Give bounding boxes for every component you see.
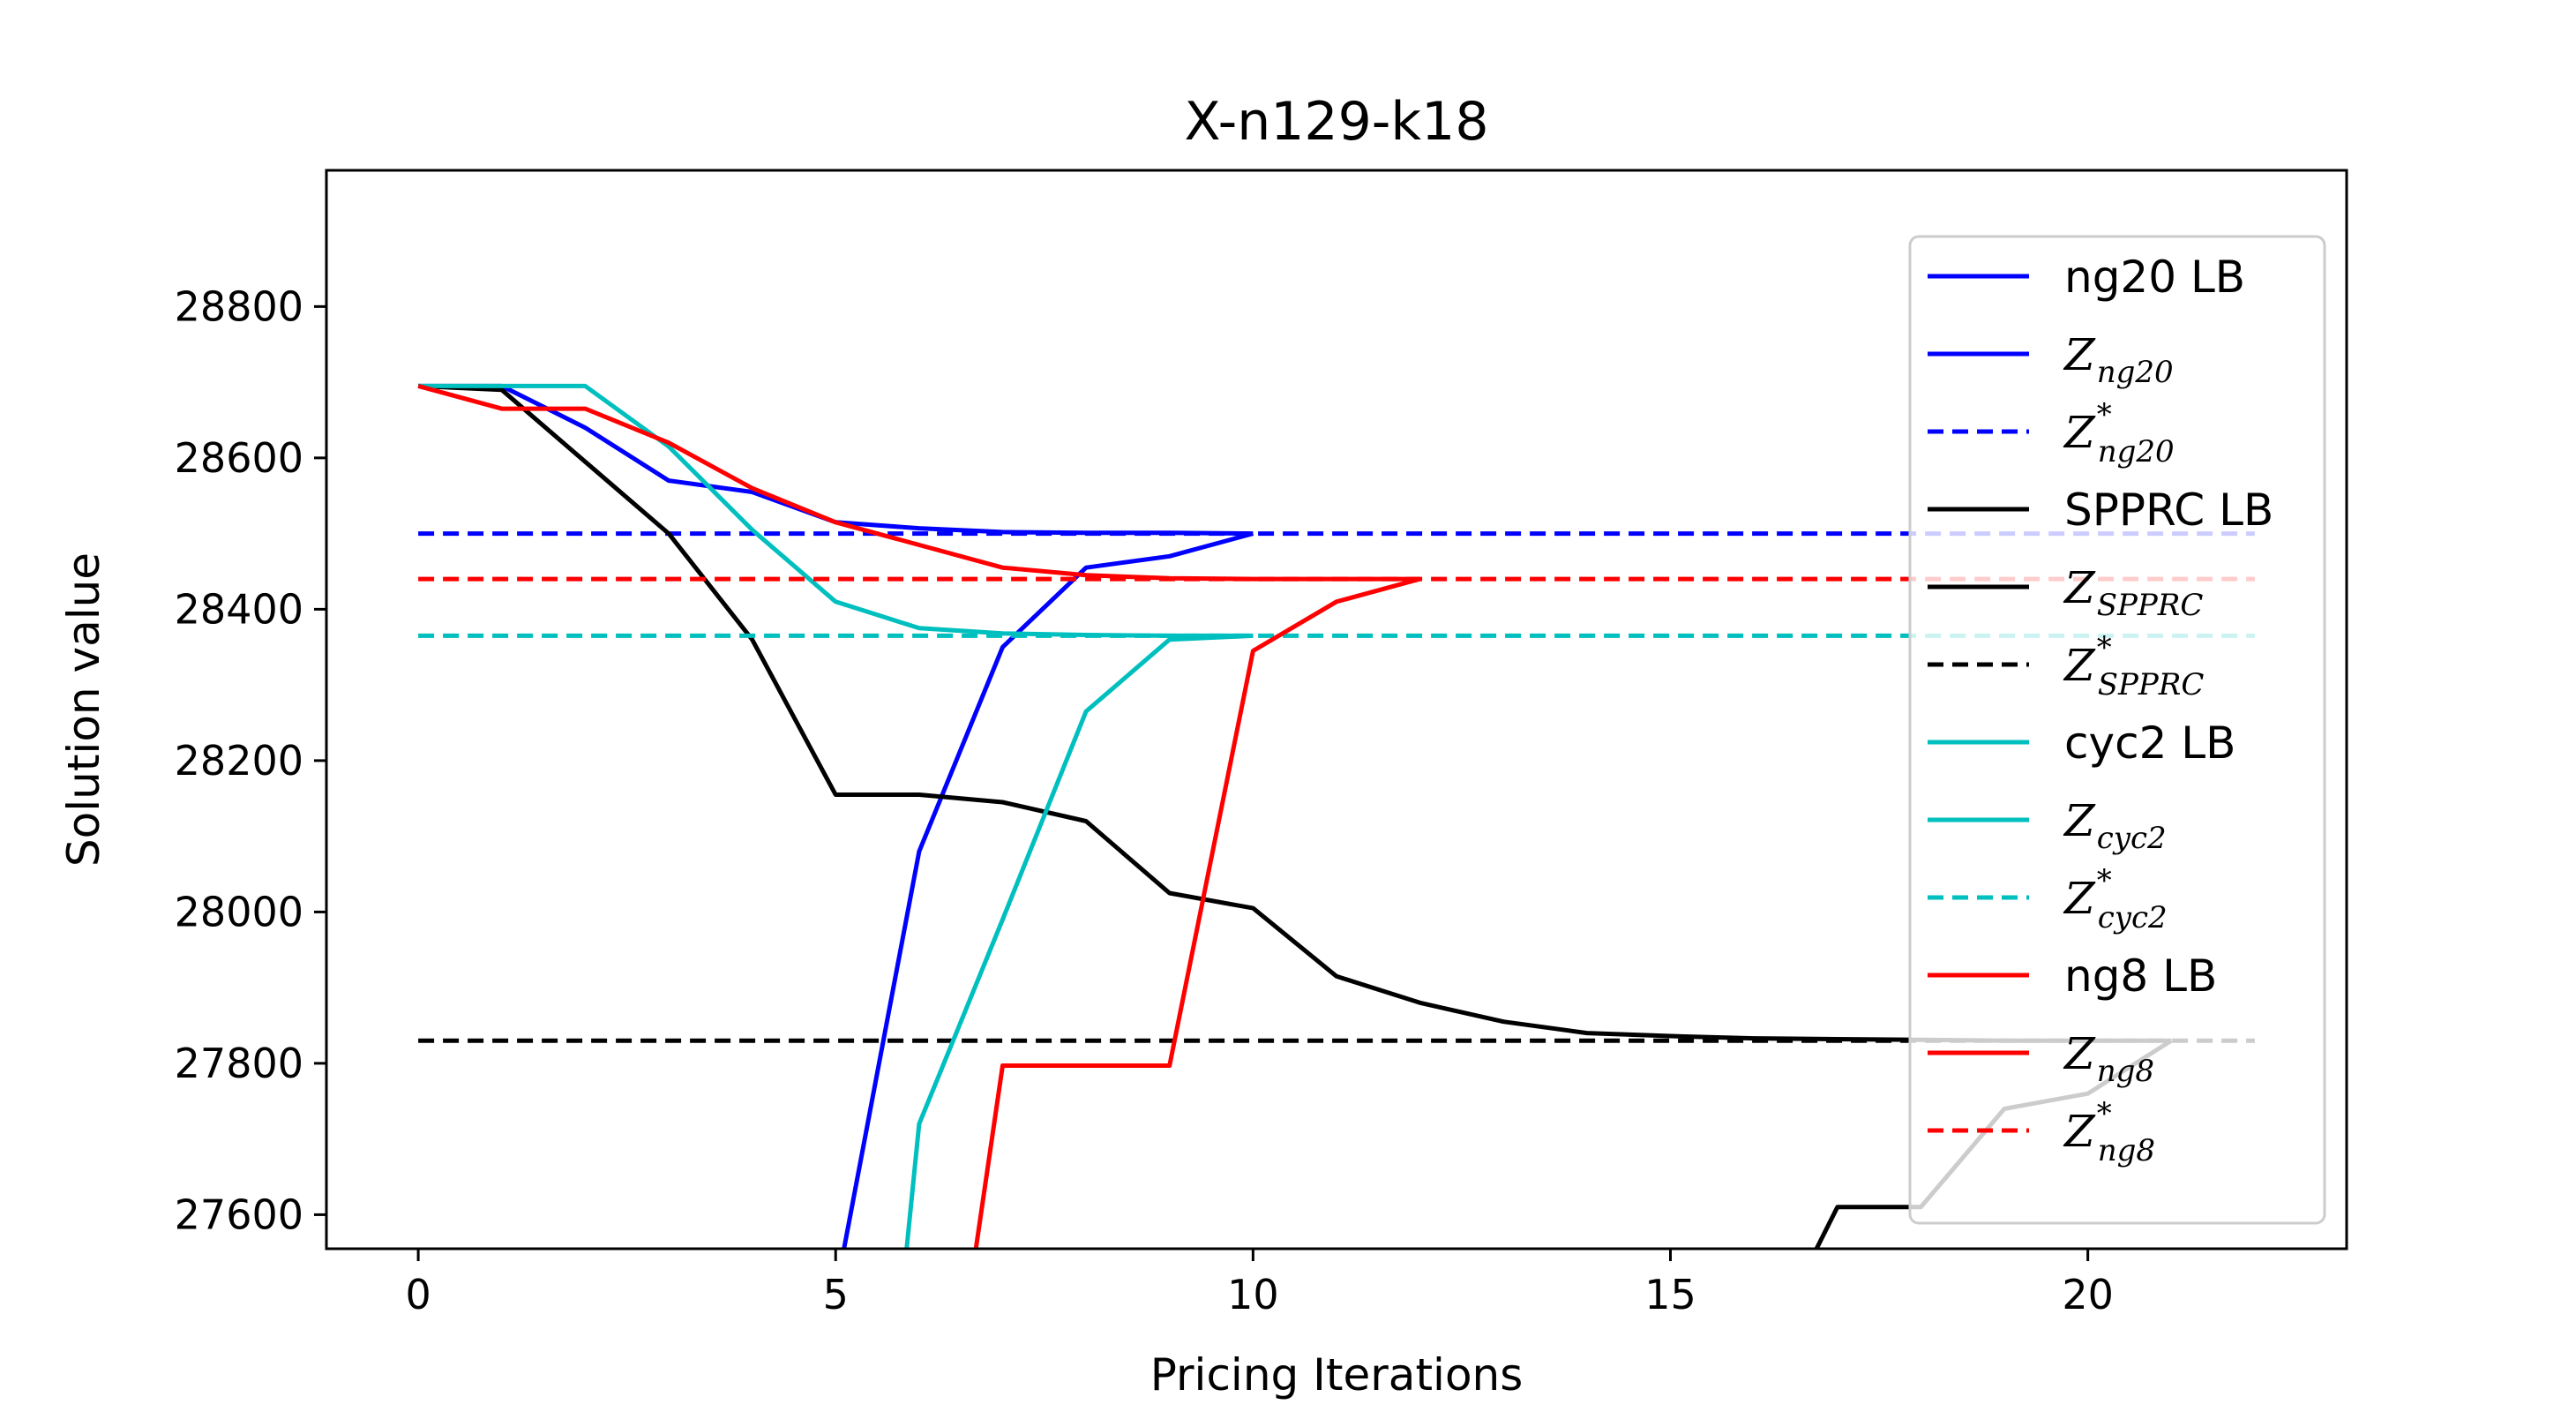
x-tick-label: 10	[1227, 1271, 1279, 1318]
legend-label-base: Z	[2063, 795, 2096, 846]
y-tick-label: 27800	[175, 1040, 303, 1087]
legend-label-sub: cyc2	[2098, 900, 2168, 935]
legend-label-base: SPPRC LB	[2064, 484, 2273, 536]
legend-label: SPPRC LB	[2064, 484, 2273, 536]
legend-label-sub: SPPRC	[2097, 588, 2204, 623]
legend-label-base: Z	[2063, 329, 2096, 380]
legend-label: Zcyc2	[2063, 795, 2167, 856]
legend-label-sub: ng20	[2097, 355, 2174, 390]
legend-label-sub: cyc2	[2097, 821, 2167, 856]
series-line-11	[417, 383, 1420, 582]
legend-label: ng20 LB	[2064, 252, 2245, 303]
legend-label-sub: ng20	[2098, 434, 2175, 469]
series-layer	[417, 383, 2255, 1249]
legend-label-star: *	[2097, 1096, 2112, 1131]
x-tick-label: 20	[2062, 1271, 2114, 1318]
legend-label: Zng20	[2063, 329, 2174, 390]
y-axis: 27600 27800 28000 28200 28400 28600 28800	[175, 282, 326, 1238]
legend-label-star: *	[2097, 630, 2112, 665]
legend-label-base: Z	[2063, 1028, 2096, 1079]
series-line-7	[904, 633, 1254, 1249]
series-line-1	[842, 531, 1254, 1249]
legend-label-base: Z	[2063, 562, 2096, 613]
y-tick-label: 28800	[175, 282, 303, 330]
y-tick-label: 28200	[175, 737, 303, 785]
series-line-10	[973, 576, 1421, 1249]
legend-label-sub: SPPRC	[2098, 667, 2205, 702]
x-tick-label: 15	[1644, 1271, 1696, 1318]
x-axis-label: Pricing Iterations	[1150, 1349, 1524, 1401]
legend-label: Z* ng8	[2063, 1096, 2155, 1168]
legend-label-base: Z	[2063, 640, 2096, 691]
legend-label-sub: ng8	[2097, 1054, 2154, 1089]
legend-label-base: Z	[2063, 873, 2096, 924]
chart-title: X-n129-k18	[1184, 91, 1488, 153]
legend-label: ZSPPRC	[2063, 562, 2203, 623]
legend-label: cyc2 LB	[2064, 717, 2235, 769]
legend-label-star: *	[2097, 397, 2112, 432]
plot-frame	[325, 169, 2348, 1251]
y-tick-label: 27600	[175, 1190, 303, 1238]
legend-label-base: ng8 LB	[2064, 950, 2217, 1002]
legend-label-sub: ng8	[2098, 1133, 2155, 1168]
y-tick-label: 28000	[175, 888, 303, 935]
legend-label-star: *	[2097, 863, 2112, 898]
y-tick-label: 28400	[175, 585, 303, 633]
legend-label: Z* cyc2	[2063, 863, 2168, 935]
y-axis-label: Solution value	[58, 552, 109, 867]
legend-label: ng8 LB	[2064, 950, 2217, 1002]
legend-label: Z* SPPRC	[2063, 630, 2204, 702]
y-tick-label: 28600	[175, 434, 303, 482]
legend-label-base: Z	[2063, 407, 2096, 458]
legend-label: Zng8	[2063, 1028, 2154, 1089]
legend-label: Z* ng20	[2063, 397, 2175, 469]
legend-label-base: ng20 LB	[2064, 252, 2245, 303]
x-tick-label: 5	[823, 1271, 849, 1318]
x-axis: 0 5 10 15 20	[405, 1249, 2114, 1318]
legend-label-base: Z	[2063, 1106, 2096, 1157]
x-tick-label: 0	[405, 1271, 431, 1318]
legend-label-base: cyc2 LB	[2064, 717, 2235, 769]
